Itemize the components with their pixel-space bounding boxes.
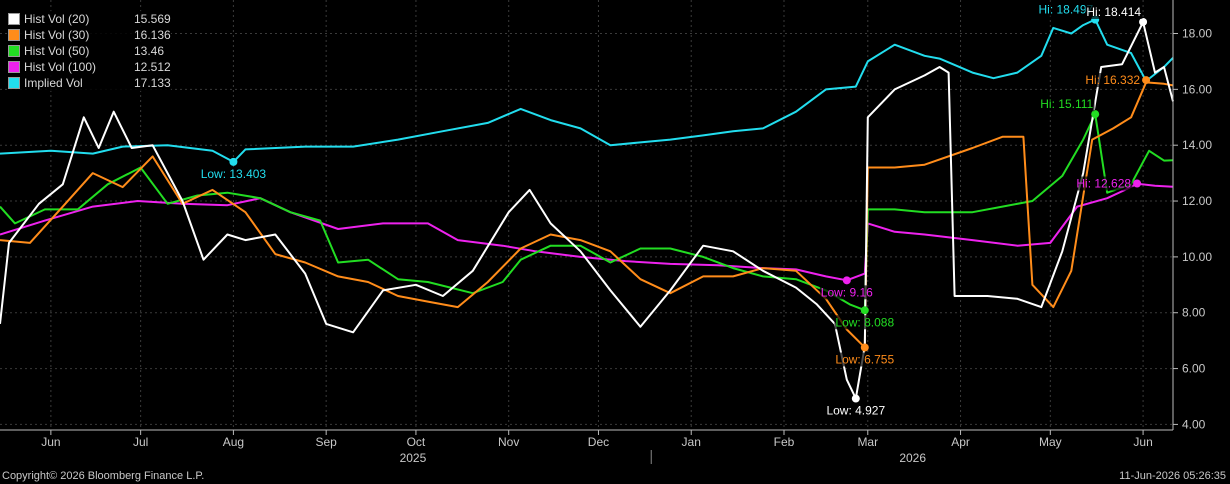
annotation-label: Hi: 18.414 — [1086, 5, 1141, 19]
annotation-label: Low: 4.927 — [826, 404, 885, 418]
x-tick-label: Sep — [315, 435, 337, 449]
y-tick-label: 4.00 — [1182, 417, 1206, 431]
annotation-marker — [851, 394, 860, 403]
plot-area — [0, 0, 1173, 430]
y-tick-label: 6.00 — [1182, 362, 1206, 376]
annotation-bg — [834, 352, 896, 367]
annotation-marker — [1139, 17, 1148, 26]
legend-swatch — [8, 13, 20, 25]
annotation-marker — [1091, 110, 1100, 119]
plot-background — [0, 0, 1173, 430]
annotation-marker — [1142, 76, 1151, 85]
annotation-bg — [1039, 97, 1095, 112]
gridlines — [0, 0, 1173, 430]
axes: 4.00 6.00 8.00 10.00 12.00 14.00 16.00 18.00 Jun… — [0, 0, 1212, 465]
x-tick-label: Apr — [951, 435, 970, 449]
x-tick-label: Mar — [857, 435, 878, 449]
legend-series-value: 15.569 — [134, 12, 171, 26]
legend-item: Hist Vol (50) 13.46 — [8, 43, 171, 59]
annotation-marker — [860, 343, 869, 352]
y-tick-label: 12.00 — [1182, 194, 1212, 208]
legend-item: Implied Vol 17.133 — [8, 75, 171, 91]
annotation-bg — [825, 403, 887, 418]
x-tick-label: Aug — [223, 435, 244, 449]
legend-series-value: 12.512 — [134, 60, 171, 74]
y-tick-label: 10.00 — [1182, 250, 1212, 264]
annotation-label: Hi: 15.111 — [1040, 97, 1093, 111]
x-tick-label: Jun — [1133, 435, 1152, 449]
series-line-hist-vol-50- — [0, 113, 1174, 312]
annotation-bg — [819, 285, 875, 300]
series-line-hist-vol-20- — [0, 21, 1174, 400]
x-tick-label: Jan — [682, 435, 701, 449]
legend-series-name: Hist Vol (50) — [24, 44, 90, 58]
series-line-implied-vol — [0, 18, 1174, 163]
y-tick-label: 14.00 — [1182, 138, 1212, 152]
series-line-hist-vol-30- — [0, 81, 1174, 349]
legend-series-name: Hist Vol (30) — [24, 28, 90, 42]
legend-item: Hist Vol (100) 12.512 — [8, 59, 171, 75]
legend-item: Hist Vol (30) 16.136 — [8, 27, 171, 43]
annotation-label: Hi: 12.628 — [1076, 177, 1131, 191]
copyright-text: Copyright© 2026 Bloomberg Finance L.P. — [2, 470, 205, 482]
annotation-label: Low: 13.403 — [201, 167, 267, 181]
annotation-label: Hi: 16.332 — [1085, 73, 1140, 87]
annotation-label: Low: 9.16 — [821, 285, 873, 299]
year-label: 2026 — [899, 451, 926, 465]
annotation-bg — [1075, 176, 1133, 191]
annotation-label: Low: 8.088 — [835, 315, 894, 329]
annotation-marker — [1133, 179, 1142, 188]
legend: Hist Vol (20) 15.569 Hist Vol (30) 16.136 Hi… — [8, 11, 171, 91]
timestamp-text: 11-Jun-2026 05:26:35 — [1119, 470, 1226, 482]
y-tick-label: 18.00 — [1182, 27, 1212, 41]
legend-series-value: 16.136 — [134, 28, 171, 42]
y-tick-label: 8.00 — [1182, 306, 1206, 320]
year-label: 2025 — [400, 451, 427, 465]
legend-series-value: 17.133 — [134, 76, 171, 90]
x-tick-label: Dec — [588, 435, 609, 449]
annotation-label: Hi: 18.497 — [1038, 3, 1093, 17]
x-tick-label: Oct — [407, 435, 426, 449]
legend-item: Hist Vol (20) 15.569 — [8, 11, 171, 27]
annotation-bg — [834, 315, 896, 330]
annotation-marker — [229, 157, 238, 166]
legend-swatch — [8, 77, 20, 89]
x-tick-label: May — [1039, 435, 1062, 449]
series-layer — [0, 18, 1174, 400]
x-tick-label: Feb — [774, 435, 795, 449]
x-tick-label: Nov — [498, 435, 519, 449]
legend-swatch — [8, 29, 20, 41]
legend-swatch — [8, 45, 20, 57]
annotation-marker — [860, 306, 869, 315]
legend-series-name: Hist Vol (100) — [24, 60, 97, 74]
legend-series-name: Hist Vol (20) — [24, 12, 90, 26]
annotation-bg — [199, 166, 268, 181]
annotation-label: Low: 6.755 — [835, 352, 894, 366]
annotation-bg — [1084, 73, 1142, 88]
x-tick-label: Jul — [133, 435, 148, 449]
annotation-bg — [1085, 4, 1143, 19]
y-tick-label: 16.00 — [1182, 82, 1212, 96]
series-line-hist-vol-100- — [0, 182, 1174, 282]
legend-swatch — [8, 61, 20, 73]
annotation-marker — [842, 276, 851, 285]
legend-series-name: Implied Vol — [24, 76, 83, 90]
legend-series-value: 13.46 — [134, 44, 165, 58]
x-tick-label: Jun — [41, 435, 60, 449]
annotation-bg — [1037, 2, 1095, 17]
